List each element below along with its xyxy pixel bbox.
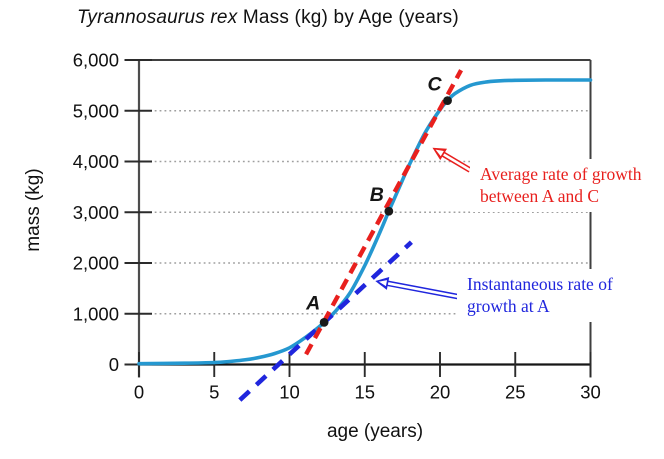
chart-title-rest: Mass (kg) by Age (years) — [237, 7, 459, 28]
annotation-instantaneous-rate: Instantaneous rate of growth at A — [457, 269, 621, 322]
y-tick-label: 3,000 — [73, 202, 119, 223]
x-tick-label: 30 — [580, 382, 601, 403]
annotation-average-rate-line1: Average rate of growth — [480, 164, 642, 184]
y-tick-label: 2,000 — [73, 253, 119, 274]
annotation-average-rate: Average rate of growth between A and C — [470, 159, 650, 212]
y-tick-label: 4,000 — [73, 151, 119, 172]
x-axis-title: age (years) — [326, 421, 424, 442]
chart-title-species: Tyrannosaurus rex — [77, 7, 238, 28]
annotation-average-rate-line2: between A and C — [480, 185, 600, 206]
chart-title: Tyrannosaurus rex Mass (kg) by Age (year… — [77, 7, 459, 29]
secant-arrow-shaft-inner — [442, 153, 471, 172]
point-C — [443, 96, 452, 105]
tangent-arrow-shaft-inner — [387, 282, 463, 299]
x-tick-label: 0 — [134, 382, 144, 403]
point-label-C: C — [427, 74, 442, 96]
annotation-instantaneous-rate-line2: growth at A — [467, 295, 550, 316]
growth-curve — [137, 78, 593, 366]
y-tick-label: 1,000 — [73, 303, 119, 324]
secant-line — [304, 69, 464, 356]
x-tick-label: 5 — [209, 382, 219, 403]
x-tick-label: 25 — [505, 382, 526, 403]
x-tick-label: 20 — [430, 382, 451, 403]
x-tick-label: 15 — [354, 382, 375, 403]
secant-arrow-head-inner — [435, 149, 444, 157]
y-tick-label: 0 — [109, 354, 119, 375]
point-B — [384, 206, 394, 216]
annotation-instantaneous-rate-line1: Instantaneous rate of — [467, 274, 613, 294]
x-tick-label: 10 — [279, 382, 300, 403]
y-tick-label: 5,000 — [73, 100, 119, 121]
tangent-arrow-head-inner — [378, 280, 388, 287]
y-tick-label: 6,000 — [73, 50, 119, 71]
point-label-B: B — [370, 184, 384, 206]
point-A — [319, 317, 329, 327]
point-label-A: A — [305, 292, 320, 314]
